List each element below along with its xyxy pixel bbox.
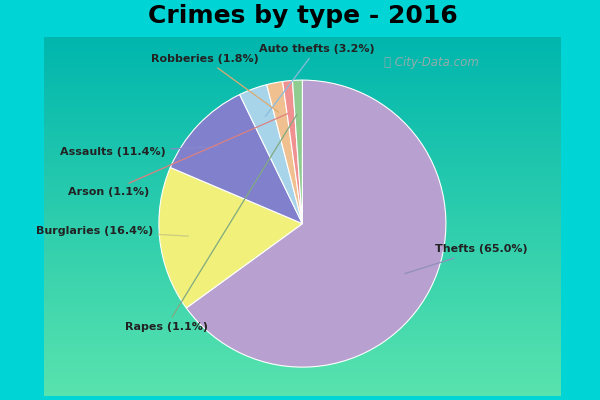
Wedge shape — [292, 80, 302, 224]
Wedge shape — [159, 168, 302, 308]
Text: Assaults (11.4%): Assaults (11.4%) — [60, 147, 218, 157]
Text: Rapes (1.1%): Rapes (1.1%) — [125, 114, 297, 332]
Wedge shape — [170, 94, 302, 224]
Text: ⓘ City-Data.com: ⓘ City-Data.com — [384, 56, 479, 69]
Text: Auto thefts (3.2%): Auto thefts (3.2%) — [259, 44, 374, 116]
Text: Thefts (65.0%): Thefts (65.0%) — [405, 244, 528, 274]
Wedge shape — [239, 85, 302, 224]
Text: Robberies (1.8%): Robberies (1.8%) — [151, 54, 278, 112]
Wedge shape — [283, 80, 302, 224]
Text: Arson (1.1%): Arson (1.1%) — [68, 113, 288, 197]
Wedge shape — [186, 80, 446, 367]
Title: Crimes by type - 2016: Crimes by type - 2016 — [148, 4, 457, 28]
Text: Burglaries (16.4%): Burglaries (16.4%) — [35, 226, 188, 236]
Wedge shape — [266, 82, 302, 224]
